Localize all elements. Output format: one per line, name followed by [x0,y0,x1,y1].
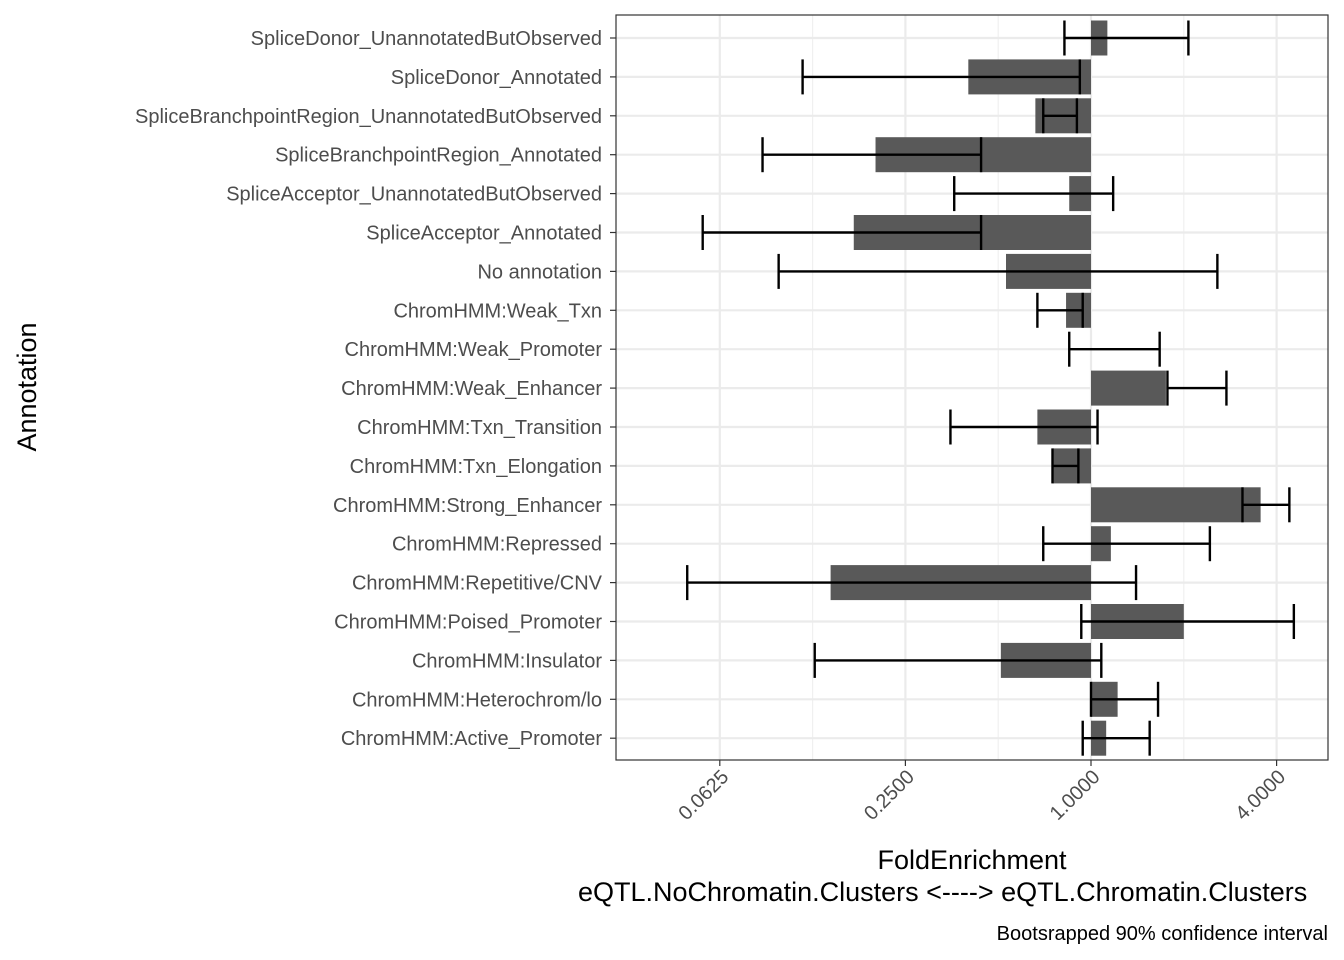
y-axis-title: Annotation [12,322,42,451]
y-tick-label: ChromHMM:Weak_Enhancer [341,378,602,400]
y-tick-label: SpliceDonor_UnannotatedButObserved [251,28,602,50]
y-tick-label: SpliceBranchpointRegion_Annotated [275,145,602,167]
y-tick-label: SpliceAcceptor_Annotated [366,223,602,245]
bar [1091,487,1261,523]
y-tick-label: ChromHMM:Repetitive/CNV [352,573,603,595]
y-tick-label: ChromHMM:Heterochrom/lo [352,689,602,711]
x-axis-title-line2: eQTL.NoChromatin.Clusters <----> eQTL.Ch… [578,877,1307,907]
x-tick-label: 4.0000 [1231,766,1290,825]
y-axis-ticks: SpliceDonor_UnannotatedButObserved Splice… [135,28,616,750]
y-tick-label: ChromHMM:Active_Promoter [341,728,603,750]
y-tick-label: ChromHMM:Strong_Enhancer [333,495,602,517]
chart-caption: Bootsrapped 90% confidence interval [997,923,1328,945]
bar [1091,370,1166,406]
y-tick-label: SpliceBranchpointRegion_UnannotatedButOb… [135,106,602,128]
x-tick-label: 0.2500 [860,766,919,825]
y-tick-label: ChromHMM:Txn_Elongation [350,456,602,478]
y-tick-label: SpliceDonor_Annotated [391,67,602,89]
y-tick-label: ChromHMM:Repressed [392,534,602,556]
y-tick-label: ChromHMM:Insulator [412,650,602,672]
x-axis-ticks: 0.0625 0.2500 1.0000 4.0000 [675,760,1290,825]
error-bars [686,20,1296,756]
y-tick-label: No annotation [477,261,602,283]
y-tick-label: ChromHMM:Weak_Promoter [345,339,603,361]
x-tick-label: 1.0000 [1046,766,1105,825]
y-tick-label: ChromHMM:Weak_Txn [393,300,602,322]
y-tick-label: ChromHMM:Txn_Transition [357,417,602,439]
x-axis-title-line1: FoldEnrichment [877,845,1067,875]
y-tick-label: SpliceAcceptor_UnannotatedButObserved [226,184,602,206]
x-tick-label: 0.0625 [675,766,734,825]
y-tick-label: ChromHMM:Poised_Promoter [334,612,602,634]
